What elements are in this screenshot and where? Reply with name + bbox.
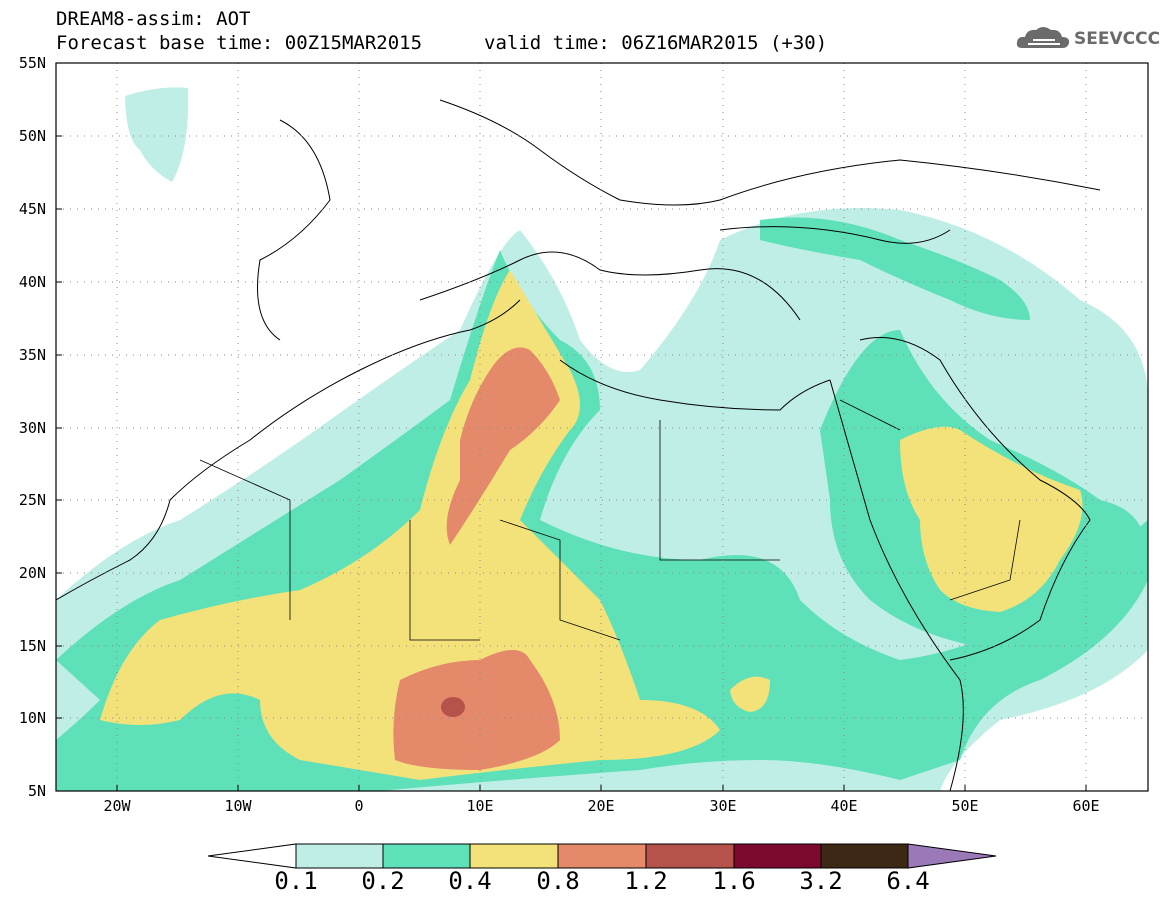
- seevccc-logo: [1016, 27, 1070, 48]
- lat-label: 20N: [18, 564, 46, 582]
- map-frame: [55, 62, 1149, 792]
- lon-label: 20W: [103, 797, 131, 815]
- axis-ticks: [56, 62, 1087, 791]
- colorbar: [207, 843, 997, 869]
- lat-label: 55N: [18, 54, 46, 72]
- colorbar-label: 6.4: [886, 867, 930, 895]
- colorbar-swatch-1: [382, 843, 471, 869]
- lat-label: 15N: [18, 637, 46, 655]
- country-borders: [199, 399, 1021, 641]
- lat-label: 45N: [18, 200, 46, 218]
- lat-label: 30N: [18, 419, 46, 437]
- colorbar-swatch-2: [469, 843, 559, 869]
- aot-band-08: [393, 347, 560, 770]
- lon-label: 60E: [1072, 797, 1100, 815]
- logo-text: SEEVCCC: [1074, 29, 1161, 49]
- colorbar-swatch-6: [820, 843, 909, 869]
- map-title: DREAM8-assim: AOT: [56, 8, 251, 30]
- colorbar-swatch-3: [557, 843, 647, 869]
- lat-label: 35N: [18, 346, 46, 364]
- lon-label: 40E: [830, 797, 858, 815]
- aot-band-12: [441, 697, 465, 717]
- colorbar-label: 0.4: [448, 867, 492, 895]
- lon-label: 10E: [466, 797, 494, 815]
- lon-label: 30E: [709, 797, 737, 815]
- colorbar-label: 0.2: [361, 867, 405, 895]
- cloud-icon: [1016, 27, 1070, 48]
- coastlines: [56, 99, 1101, 791]
- lat-label: 5N: [27, 782, 46, 800]
- lat-label: 25N: [18, 491, 46, 509]
- colorbar-label: 1.2: [624, 867, 668, 895]
- colorbar-over-arrow: [907, 843, 997, 869]
- lat-label: 10N: [18, 709, 46, 727]
- colorbar-label: 3.2: [799, 867, 843, 895]
- colorbar-label: 0.8: [536, 867, 580, 895]
- colorbar-swatch-4: [645, 843, 735, 869]
- valid-time: valid time: 06Z16MAR2015 (+30): [484, 32, 828, 54]
- colorbar-label: 1.6: [712, 867, 756, 895]
- colorbar-swatch-0: [295, 843, 384, 869]
- colorbar-label: 0.1: [274, 867, 318, 895]
- lon-label: 20E: [587, 797, 615, 815]
- colorbar-swatch-5: [733, 843, 822, 869]
- lon-label: 50E: [951, 797, 979, 815]
- lat-label: 50N: [18, 127, 46, 145]
- colorbar-under-arrow: [207, 843, 297, 869]
- lat-label: 40N: [18, 273, 46, 291]
- graticule: [56, 63, 1148, 791]
- lon-label: 0: [354, 797, 364, 815]
- lon-label: 10W: [224, 797, 252, 815]
- forecast-base-time: Forecast base time: 00Z15MAR2015: [56, 32, 423, 54]
